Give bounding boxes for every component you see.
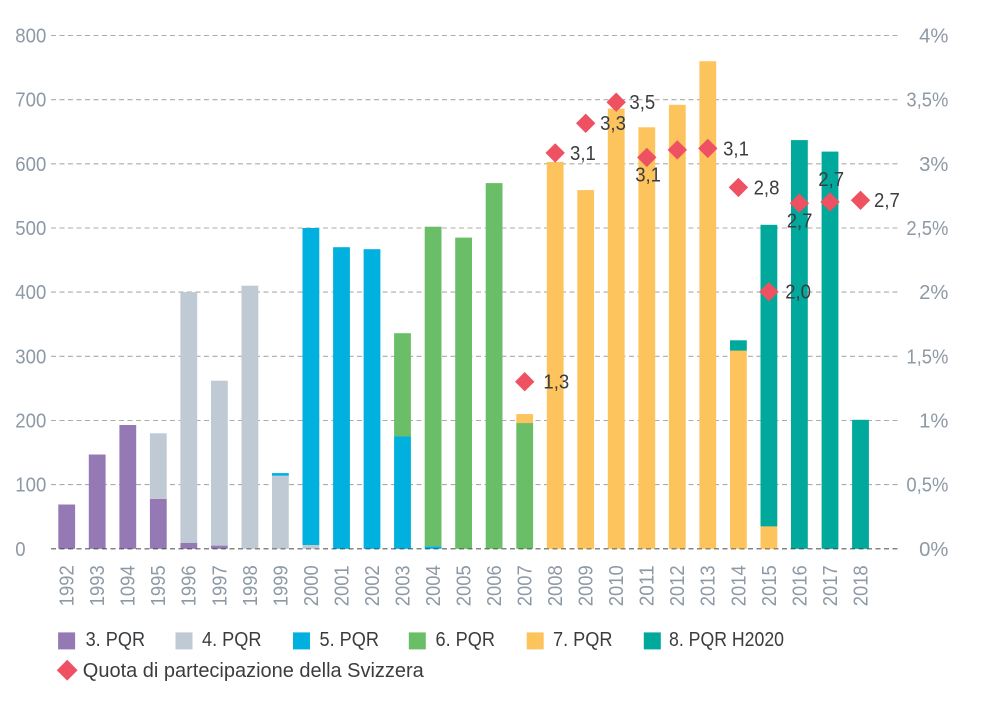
svg-text:2,5%: 2,5%	[906, 218, 948, 240]
svg-text:3,1: 3,1	[723, 138, 749, 160]
svg-text:1992: 1992	[57, 565, 79, 606]
svg-text:2003: 2003	[392, 565, 414, 606]
svg-text:6. PQR: 6. PQR	[436, 629, 496, 651]
svg-text:3,3: 3,3	[600, 113, 626, 135]
svg-text:3,1: 3,1	[635, 165, 661, 187]
svg-text:2008: 2008	[545, 565, 567, 606]
svg-text:3%: 3%	[919, 154, 949, 176]
svg-text:2015: 2015	[759, 565, 781, 606]
svg-text:2,7: 2,7	[874, 190, 900, 212]
svg-text:0: 0	[15, 539, 25, 561]
svg-text:2006: 2006	[484, 565, 506, 606]
svg-text:2018: 2018	[850, 565, 872, 606]
svg-text:2011: 2011	[637, 565, 659, 606]
svg-text:8. PQR H2020: 8. PQR H2020	[669, 629, 784, 651]
svg-text:2005: 2005	[454, 565, 476, 606]
svg-text:5. PQR: 5. PQR	[320, 629, 380, 651]
svg-text:2012: 2012	[667, 565, 689, 606]
svg-text:3,1: 3,1	[570, 143, 596, 165]
svg-text:1993: 1993	[87, 565, 109, 606]
svg-text:2,0: 2,0	[785, 282, 811, 304]
svg-text:1%: 1%	[919, 411, 949, 433]
svg-text:2002: 2002	[362, 565, 384, 606]
svg-text:2016: 2016	[789, 565, 811, 606]
svg-text:2013: 2013	[698, 565, 720, 606]
svg-text:0,5%: 0,5%	[906, 475, 948, 497]
svg-text:2000: 2000	[301, 565, 323, 606]
svg-text:600: 600	[15, 154, 46, 176]
svg-text:2,7: 2,7	[787, 211, 813, 233]
svg-text:800: 800	[15, 26, 46, 48]
svg-text:700: 700	[15, 90, 46, 112]
svg-text:2001: 2001	[331, 565, 353, 606]
svg-text:4%: 4%	[919, 26, 949, 48]
svg-text:100: 100	[15, 475, 46, 497]
svg-text:2010: 2010	[606, 565, 628, 606]
svg-text:1997: 1997	[209, 565, 231, 606]
svg-text:2009: 2009	[576, 565, 598, 606]
svg-text:1,5%: 1,5%	[906, 346, 948, 368]
svg-text:3,5: 3,5	[629, 92, 655, 114]
svg-text:2004: 2004	[423, 565, 445, 606]
svg-text:3. PQR: 3. PQR	[86, 629, 146, 651]
svg-text:500: 500	[15, 218, 46, 240]
svg-text:300: 300	[15, 346, 46, 368]
svg-text:1999: 1999	[270, 565, 292, 606]
svg-text:1998: 1998	[240, 565, 262, 606]
svg-text:3,5%: 3,5%	[906, 90, 948, 112]
svg-text:1,3: 1,3	[543, 372, 569, 394]
svg-text:2014: 2014	[728, 565, 750, 606]
svg-text:2007: 2007	[515, 565, 537, 606]
svg-text:0%: 0%	[919, 539, 949, 561]
svg-text:1094: 1094	[118, 565, 140, 606]
svg-text:Quota di partecipazione della: Quota di partecipazione della Svizzera	[83, 660, 425, 682]
svg-text:1996: 1996	[179, 565, 201, 606]
svg-text:2,8: 2,8	[754, 177, 780, 199]
svg-text:2%: 2%	[919, 282, 949, 304]
svg-text:200: 200	[15, 411, 46, 433]
svg-text:2,7: 2,7	[818, 169, 844, 191]
svg-text:1995: 1995	[148, 565, 170, 606]
svg-text:4. PQR: 4. PQR	[202, 629, 262, 651]
svg-text:400: 400	[15, 282, 46, 304]
svg-text:7. PQR: 7. PQR	[553, 629, 613, 651]
svg-text:2017: 2017	[820, 565, 842, 606]
